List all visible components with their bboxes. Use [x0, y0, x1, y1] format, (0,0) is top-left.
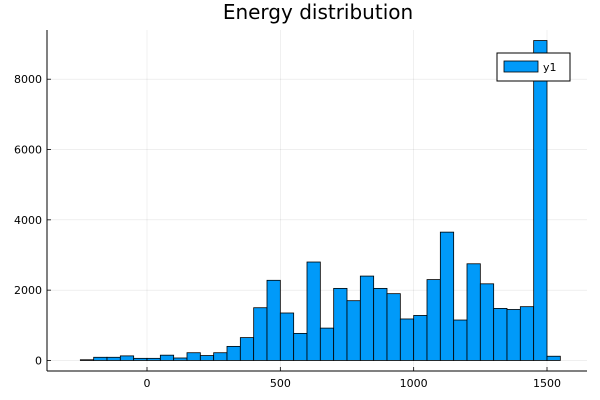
bar-15: [279, 312, 295, 361]
y-tick-label-4: 8000: [14, 73, 42, 86]
bar-9: [199, 355, 215, 361]
bar-34: [533, 40, 548, 361]
bar-10: [213, 352, 228, 361]
bar-27: [439, 231, 455, 361]
bar-0: [79, 359, 95, 361]
bar-32: [506, 309, 521, 361]
x-tick-label-0: 0: [144, 377, 151, 390]
bar-20: [346, 300, 361, 361]
bar-16: [293, 332, 308, 361]
bar-3: [119, 355, 135, 361]
bar-25: [413, 315, 428, 361]
chart-title: Energy distribution: [223, 0, 413, 24]
x-tick-label-2: 1000: [400, 377, 428, 390]
bar-30: [479, 283, 495, 361]
bar-14: [266, 279, 281, 361]
bar-13: [253, 307, 268, 361]
bar-12: [239, 337, 255, 361]
tick-labels: 0 500 1000 1500 0 2000 4000 6000 8000: [14, 73, 561, 390]
x-tick-label-1: 500: [270, 377, 291, 390]
bar-31: [493, 308, 508, 361]
bar-5: [146, 357, 161, 361]
bar-29: [466, 263, 481, 361]
bar-33: [519, 306, 535, 361]
bar-1: [93, 356, 108, 361]
bar-19: [333, 287, 348, 361]
bar-8: [186, 352, 201, 361]
bar-26: [426, 279, 441, 361]
y-tick-label-3: 6000: [14, 144, 42, 157]
bars: [79, 40, 561, 361]
legend-swatch-y1: [503, 60, 539, 73]
legend: y1: [496, 52, 571, 82]
y-tick-label-2: 4000: [14, 214, 42, 227]
bar-28: [453, 319, 468, 361]
bar-11: [226, 345, 241, 361]
bar-2: [106, 356, 121, 361]
bar-21: [359, 275, 375, 361]
bar-6: [159, 354, 175, 361]
bar-22: [373, 287, 388, 361]
y-tick-label-1: 2000: [14, 284, 42, 297]
bar-23: [386, 293, 401, 361]
bar-17: [306, 261, 321, 361]
bar-18: [319, 327, 335, 361]
bar-7: [173, 357, 188, 361]
legend-label-y1: y1: [543, 61, 557, 74]
x-tick-label-3: 1500: [533, 377, 561, 390]
bar-35: [546, 355, 561, 361]
y-tick-label-0: 0: [35, 354, 42, 367]
axes: [46, 30, 587, 372]
bar-4: [133, 357, 148, 361]
bar-24: [399, 318, 415, 361]
